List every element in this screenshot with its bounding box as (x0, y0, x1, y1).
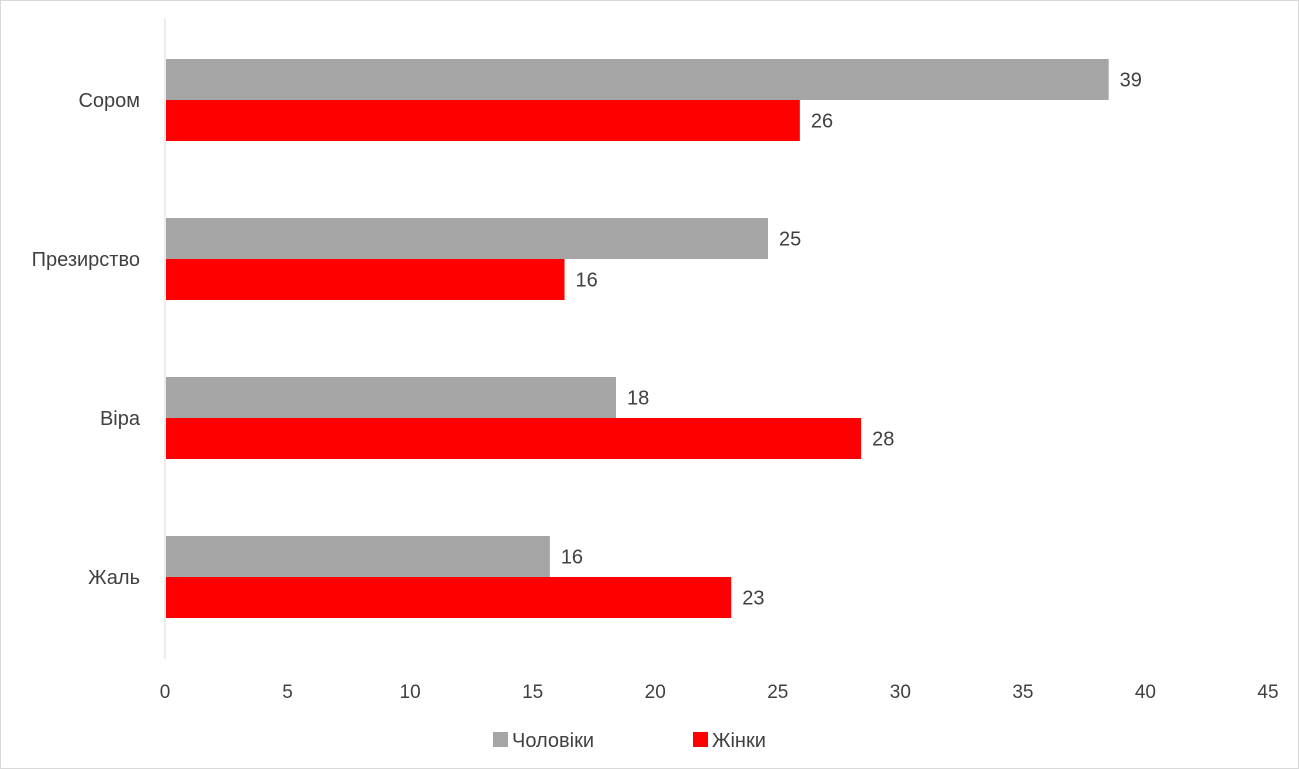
x-tick-label: 45 (1257, 682, 1278, 703)
bar-women (166, 418, 862, 459)
category-labels: Сором Презирство Віра Жаль (32, 90, 141, 589)
data-label: 16 (561, 547, 583, 569)
data-labels: 39 26 25 16 18 28 16 23 (561, 70, 1142, 610)
x-tick-label: 5 (282, 682, 293, 703)
x-tick-label: 40 (1135, 682, 1156, 703)
data-label: 26 (811, 111, 833, 133)
category-label: Жаль (88, 567, 140, 589)
bar-men (166, 377, 617, 418)
category-label: Сором (78, 90, 140, 112)
legend-label-women: Жінки (712, 730, 766, 752)
data-label: 25 (779, 229, 801, 251)
data-label: 23 (742, 588, 764, 610)
bar-women (166, 259, 565, 300)
bar-women (166, 100, 800, 141)
x-tick-label: 0 (160, 682, 171, 703)
x-tick-label: 30 (890, 682, 911, 703)
data-label: 28 (872, 429, 894, 451)
bar-men (166, 59, 1109, 100)
bar-men (166, 218, 768, 259)
category-label: Віра (100, 408, 141, 430)
data-label: 39 (1120, 70, 1142, 92)
bar-women (166, 577, 732, 618)
category-label: Презирство (32, 249, 140, 271)
legend: Чоловіки Жінки (493, 730, 766, 752)
data-label: 18 (627, 388, 649, 410)
legend-swatch-women (693, 732, 708, 747)
x-tick-label: 10 (400, 682, 421, 703)
x-tick-label: 20 (645, 682, 666, 703)
bar-men (166, 536, 550, 577)
x-axis-tick-labels: 0 5 10 15 20 25 30 35 40 45 (160, 682, 1279, 703)
bars-layer (166, 59, 1109, 618)
x-tick-label: 25 (767, 682, 788, 703)
legend-swatch-men (493, 732, 508, 747)
legend-label-men: Чоловіки (512, 730, 594, 752)
x-tick-label: 15 (522, 682, 543, 703)
x-tick-label: 35 (1012, 682, 1033, 703)
data-label: 16 (576, 270, 598, 292)
